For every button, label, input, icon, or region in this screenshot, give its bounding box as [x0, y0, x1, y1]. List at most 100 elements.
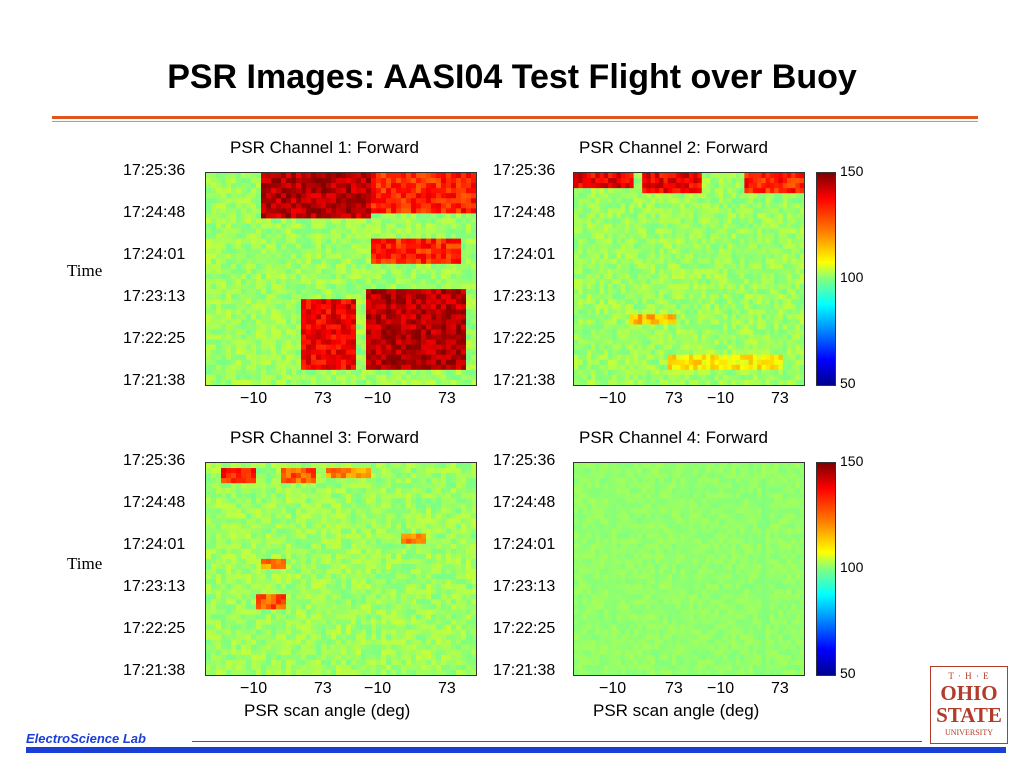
heatmap-cell: [366, 223, 372, 230]
heatmap-cell: [723, 339, 728, 346]
heatmap-cell: [236, 223, 242, 230]
heatmap-cell: [727, 243, 733, 250]
heatmap-cell: [311, 243, 317, 250]
heatmap-cell: [371, 468, 377, 474]
heatmap-cell: [331, 213, 337, 220]
heatmap-cell: [256, 263, 262, 270]
heatmap-cell: [246, 178, 252, 184]
heatmap-cell: [684, 238, 690, 245]
heatmap-cell: [221, 248, 227, 255]
heatmap-cell: [341, 279, 347, 285]
heatmap-cell: [765, 364, 771, 371]
heatmap-cell: [718, 329, 724, 336]
heatmap-cell: [316, 208, 322, 214]
heatmap-cell: [341, 233, 347, 240]
heatmap-cell: [336, 359, 342, 366]
heatmap-cell: [341, 213, 347, 220]
heatmap-cell: [321, 299, 327, 305]
heatmap-cell: [356, 223, 362, 230]
heatmap-cell: [710, 279, 716, 285]
heatmap-cell: [291, 183, 297, 189]
heatmap-cell: [261, 198, 267, 204]
heatmap-cell: [206, 309, 212, 315]
heatmap-cell: [291, 364, 297, 371]
heatmap-cell: [782, 289, 788, 295]
heatmap-cell: [612, 173, 618, 179]
heatmap-cell: [306, 488, 312, 494]
heatmap-cell: [416, 463, 422, 469]
heatmap-cell: [211, 268, 217, 275]
heatmap-cell: [727, 339, 733, 346]
heatmap-cell: [451, 473, 457, 479]
heatmap-cell: [761, 354, 767, 361]
heatmap-cell: [296, 473, 302, 479]
heatmap-cell: [795, 243, 801, 250]
heatmap-cell: [795, 258, 801, 265]
heatmap-cell: [281, 273, 287, 280]
heatmap-cell: [361, 284, 367, 290]
heatmap-cell: [757, 289, 763, 295]
heatmap-cell: [246, 198, 252, 204]
heatmap-cell: [296, 228, 302, 235]
heatmap-cell: [226, 304, 232, 310]
heatmap-cell: [693, 379, 699, 385]
heatmap-cell: [431, 289, 437, 295]
heatmap-cell: [326, 183, 332, 189]
heatmap-cell: [386, 218, 392, 225]
heatmap-cell: [574, 369, 579, 376]
heatmap-cell: [291, 223, 297, 230]
heatmap-cell: [466, 369, 472, 376]
heatmap-cell: [680, 314, 686, 320]
heatmap-cell: [595, 324, 601, 331]
heatmap-cell: [752, 268, 758, 275]
heatmap-cell: [311, 498, 317, 504]
heatmap-cell: [471, 243, 476, 250]
heatmap-cell: [633, 183, 639, 189]
heatmap-cell: [266, 339, 272, 346]
heatmap-cell: [376, 208, 382, 214]
heatmap-cell: [740, 188, 745, 194]
heatmap-cell: [608, 243, 613, 250]
heatmap-cell: [735, 319, 741, 326]
heatmap-cell: [231, 203, 237, 209]
heatmap-cell: [718, 279, 724, 285]
heatmap-cell: [752, 289, 758, 295]
heatmap-cell: [426, 329, 432, 336]
heatmap-cell: [663, 344, 669, 351]
heatmap-cell: [261, 243, 267, 250]
heatmap-cell: [608, 374, 613, 381]
heatmap-cell: [271, 324, 277, 331]
heatmap-cell: [706, 253, 711, 260]
heatmap-cell: [633, 279, 639, 285]
heatmap-cell: [765, 299, 771, 305]
heatmap-cell: [371, 284, 377, 290]
heatmap-cell: [361, 314, 367, 320]
heatmap-cell: [769, 344, 775, 351]
heatmap-cell: [774, 253, 780, 260]
heatmap-cell: [211, 379, 217, 385]
heatmap-cell: [689, 339, 694, 346]
heatmap-cell: [256, 273, 262, 280]
heatmap-cell: [752, 334, 758, 341]
heatmap-cell: [306, 344, 312, 351]
heatmap-cell: [321, 344, 327, 351]
heatmap-cell: [371, 329, 377, 336]
heatmap-cell: [386, 463, 392, 469]
heatmap-cell: [633, 203, 639, 209]
heatmap-cell: [206, 468, 212, 474]
heatmap-cell: [301, 299, 307, 305]
heatmap-cell: [706, 304, 711, 310]
heatmap-cell: [406, 183, 412, 189]
heatmap-cell: [416, 183, 422, 189]
heatmap-cell: [281, 314, 287, 320]
heatmap-cell: [281, 354, 287, 361]
heatmap-cell: [361, 478, 367, 484]
heatmap-cell: [791, 284, 797, 290]
heatmap-cell: [740, 193, 745, 199]
heatmap-cell: [642, 359, 648, 366]
heatmap-cell: [471, 273, 476, 280]
heatmap-cell: [216, 284, 222, 290]
heatmap-cell: [603, 203, 609, 209]
heatmap-cell: [676, 198, 682, 204]
heatmap-cell: [642, 248, 648, 255]
